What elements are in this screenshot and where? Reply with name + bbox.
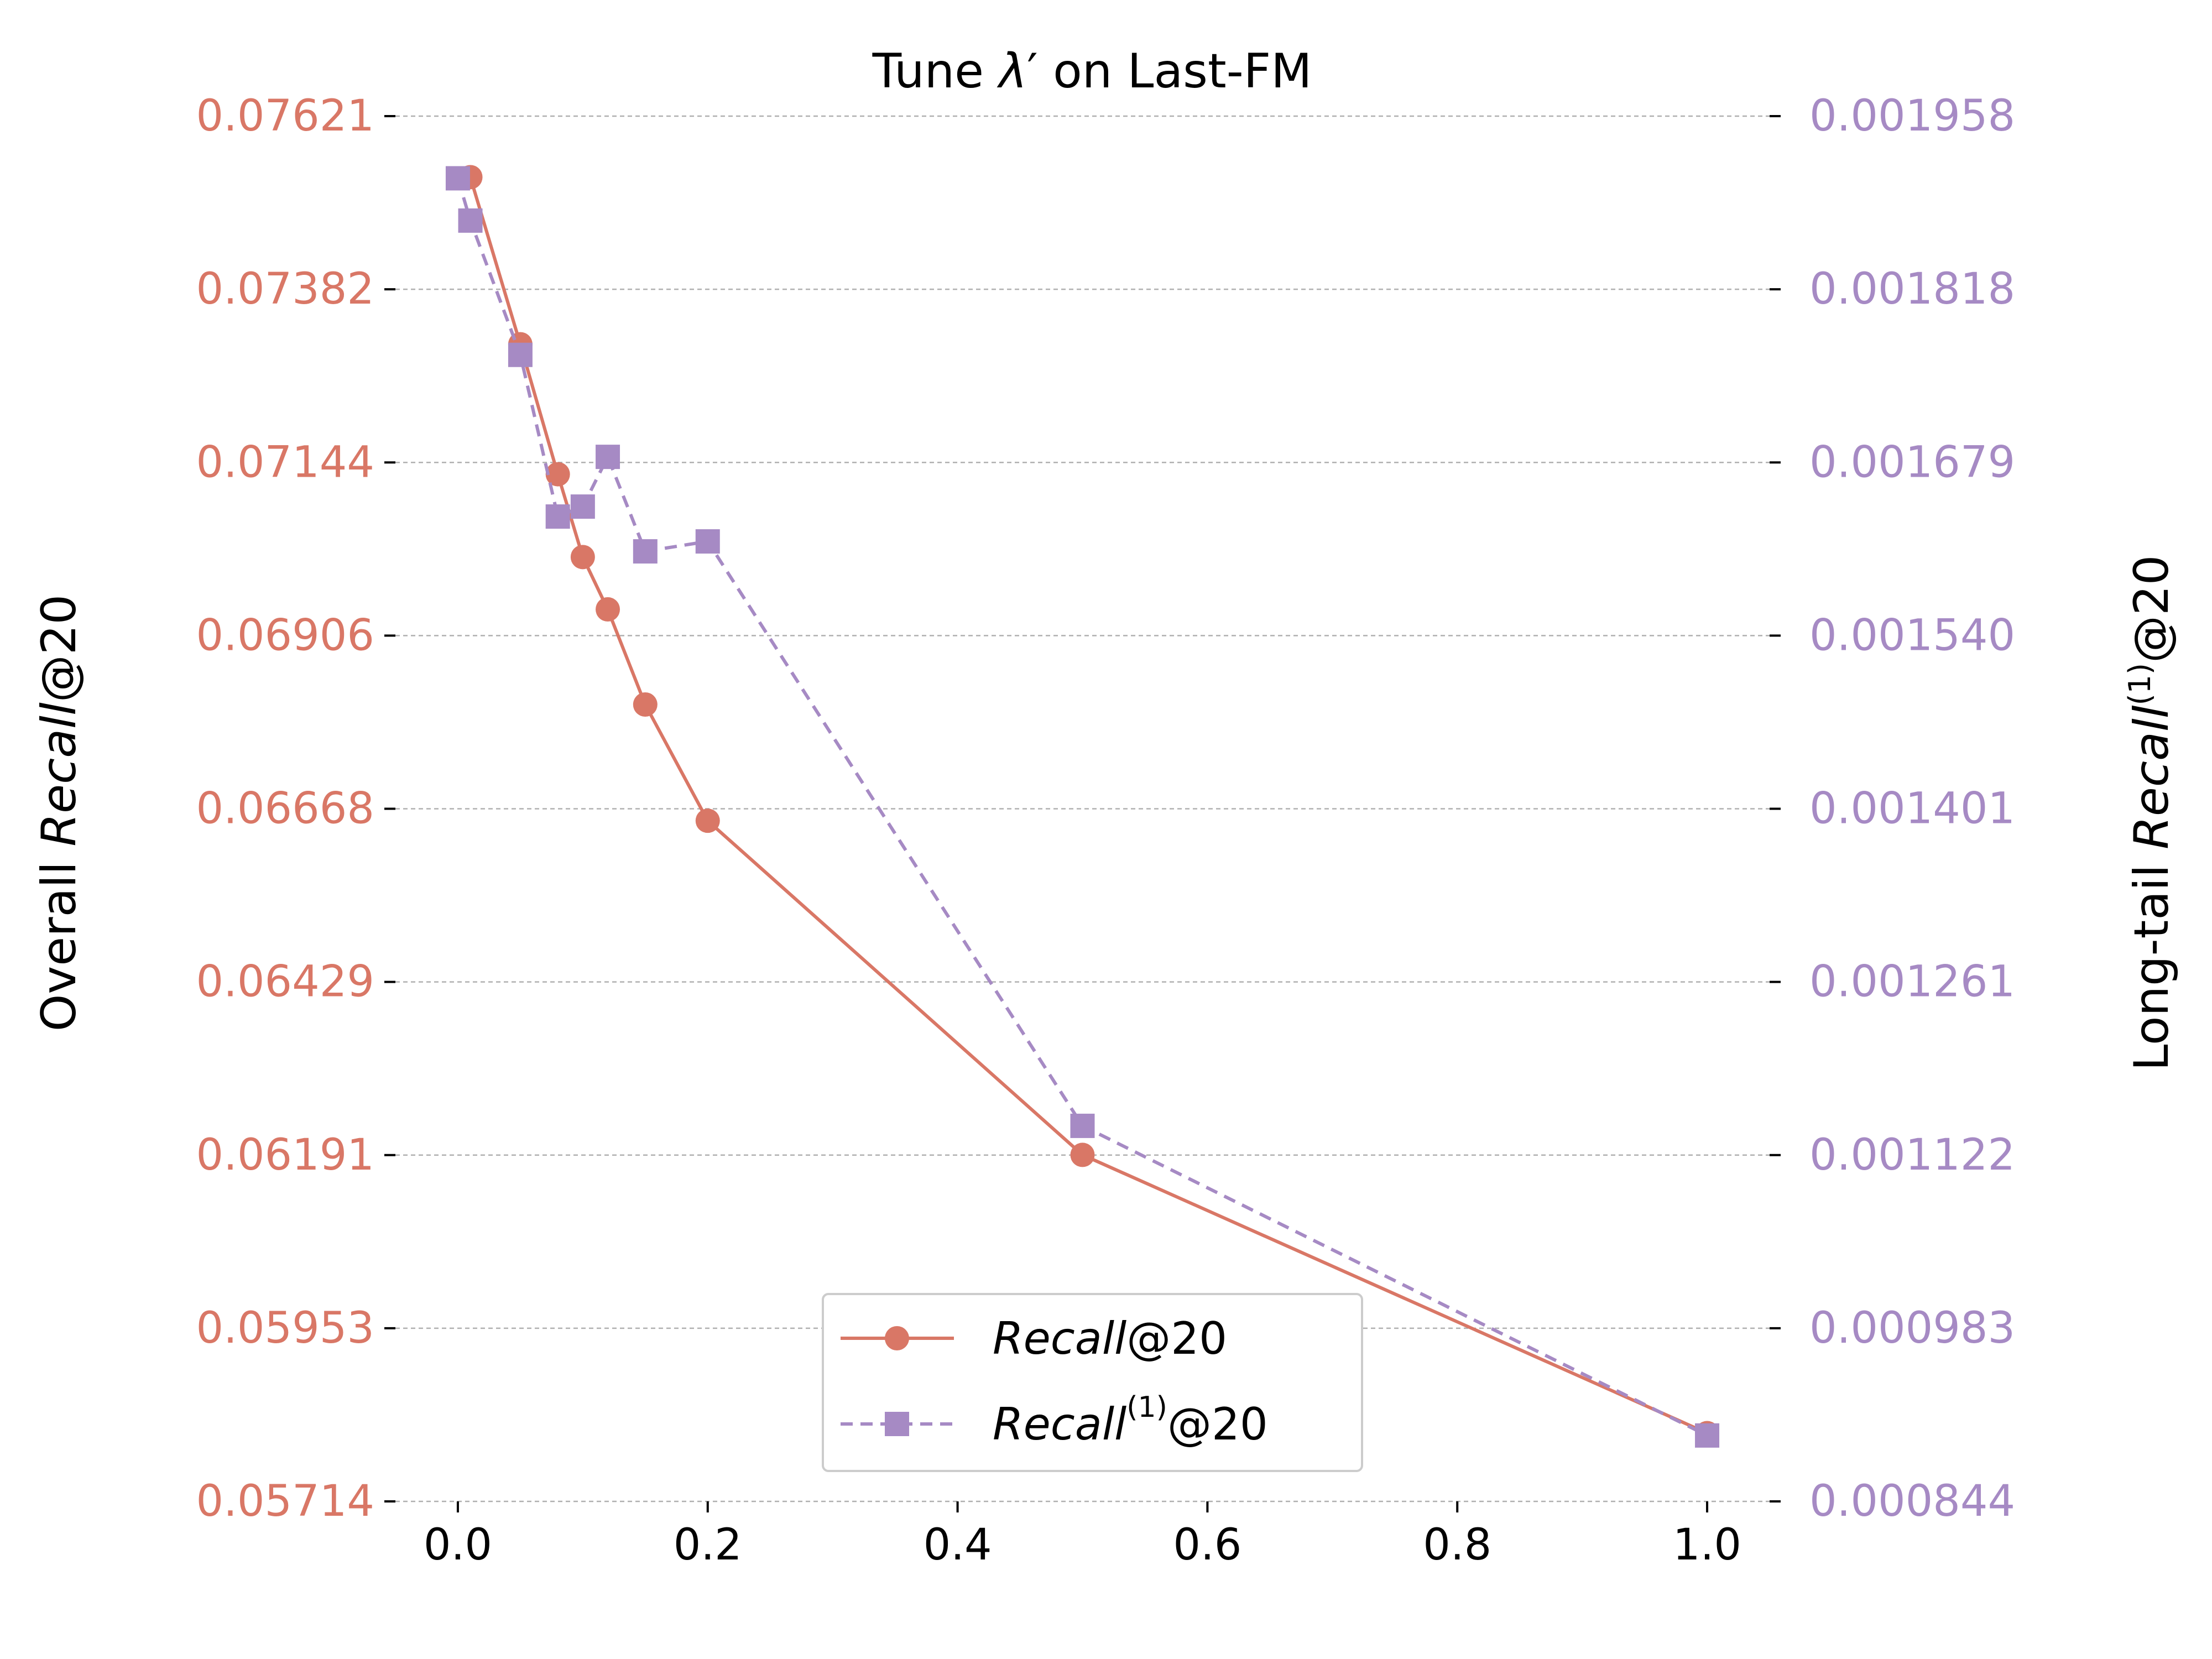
data-point-recall: [545, 462, 570, 487]
x-tick-label: 0.4: [924, 1520, 992, 1570]
y-axis-label-left: Overall Recall@20: [32, 594, 87, 1032]
right-tick-label: 0.001958: [1809, 91, 2015, 141]
data-point-recall: [1070, 1142, 1095, 1167]
data-point-recall: [596, 597, 620, 622]
left-tick-label: 0.06668: [196, 784, 374, 834]
right-axis: 0.001958 0.001818 0.001679 0.001540 0.001401…: [1770, 91, 2015, 1526]
left-tick-label: 0.07382: [196, 264, 374, 314]
legend: Recall@20 Recall(1)@20: [822, 1293, 1363, 1472]
left-axis: 0.07621 0.07382 0.07144 0.06906 0.06668 0.064…: [196, 91, 395, 1526]
left-tick-label: 0.07621: [196, 91, 374, 141]
x-tick-label: 0.8: [1423, 1520, 1491, 1570]
right-tick-label: 0.001679: [1809, 437, 2015, 487]
legend-label-recall-1: Recall(1)@20: [993, 1391, 1268, 1450]
right-tick-label: 0.001818: [1809, 264, 2015, 314]
data-point-recall-1: [695, 529, 720, 554]
x-tick-label: 0.0: [424, 1520, 492, 1570]
right-tick-label: 0.001261: [1809, 957, 2015, 1007]
x-axis: 0.0 0.2 0.4 0.6 0.8 1.0: [424, 1501, 1741, 1570]
data-point-recall-1: [508, 342, 533, 367]
right-tick-label: 0.001401: [1809, 784, 2015, 834]
series-line-recall: [468, 176, 1708, 1435]
data-point-recall: [570, 545, 595, 570]
data-point-recall-1: [596, 445, 620, 469]
legend-marker-recall: [885, 1326, 909, 1350]
right-tick-label: 0.001122: [1809, 1130, 2015, 1180]
x-tick-label: 1.0: [1673, 1520, 1741, 1570]
left-tick-label: 0.07144: [196, 437, 374, 487]
right-tick-label: 0.000844: [1809, 1477, 2015, 1526]
data-point-recall-1: [1070, 1113, 1095, 1138]
data-point-recall-1: [458, 208, 483, 233]
legend-frame: [822, 1293, 1363, 1472]
data-point-recall: [695, 808, 720, 833]
left-tick-label: 0.06429: [196, 957, 374, 1007]
y-axis-label-right: Long-tail Recall(1)@20: [2122, 555, 2179, 1071]
left-tick-label: 0.05714: [196, 1477, 374, 1526]
right-tick-label: 0.001540: [1809, 611, 2015, 660]
x-tick-label: 0.2: [674, 1520, 742, 1570]
data-point-recall-1: [445, 166, 470, 191]
left-tick-label: 0.06191: [196, 1130, 374, 1180]
data-point-recall-1: [633, 539, 658, 564]
x-tick-label: 0.6: [1173, 1520, 1241, 1570]
legend-label-recall: Recall@20: [993, 1313, 1227, 1364]
left-tick-label: 0.06906: [196, 611, 374, 660]
series-layer: [445, 165, 1720, 1448]
legend-item-recall-1: Recall(1)@20: [841, 1391, 1268, 1450]
legend-marker-recall-1: [885, 1412, 909, 1436]
chart-title: Tune λ′ on Last-FM: [872, 44, 1312, 99]
left-tick-label: 0.05953: [196, 1303, 374, 1353]
legend-item-recall: Recall@20: [841, 1313, 1227, 1364]
data-point-recall-1: [1695, 1423, 1720, 1448]
data-point-recall-1: [545, 504, 570, 529]
data-point-recall: [633, 692, 658, 717]
right-tick-label: 0.000983: [1809, 1303, 2015, 1353]
data-point-recall-1: [570, 494, 595, 519]
series-line-recall-1: [456, 178, 1708, 1437]
